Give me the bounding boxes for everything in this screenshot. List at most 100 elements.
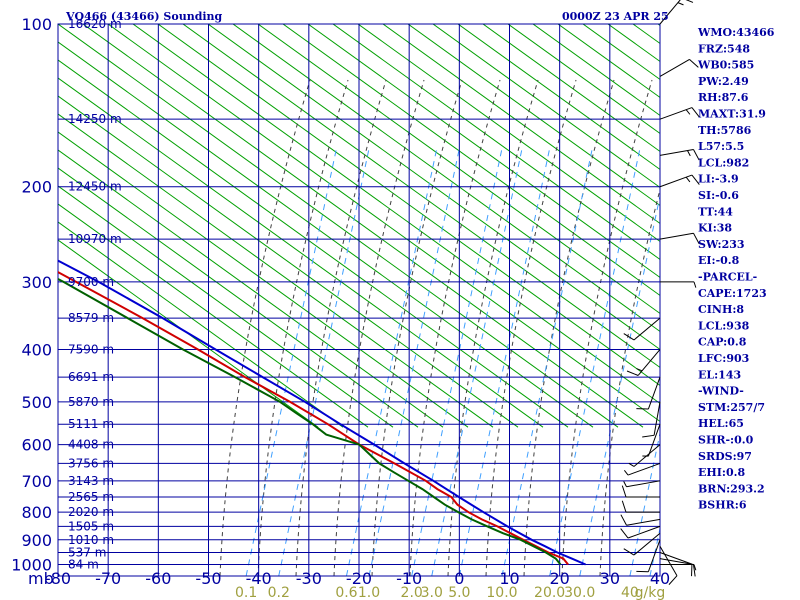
dry-adiabat-line	[58, 77, 544, 428]
height-labels: 16620 m 14250 m 12450 m 10970 m 9700 m 8579 m…	[68, 17, 122, 572]
sounding-series	[58, 259, 586, 566]
pressure-tick-label: 1000	[11, 556, 52, 575]
plot-border	[57, 23, 661, 577]
height-label: 14250 m	[68, 112, 122, 126]
wind-barb	[642, 401, 661, 438]
wind-barb	[623, 462, 661, 476]
pressure-tick-label: 700	[21, 472, 52, 491]
sounding-index: CINH:8	[698, 303, 744, 316]
temperature-tick-label: 40	[650, 569, 670, 588]
temperature-tick-label: 30	[600, 569, 620, 588]
sounding-index: CAP:0.8	[698, 336, 747, 349]
wind-barb	[620, 514, 661, 526]
mixing-ratio-label: g/kg	[635, 585, 666, 600]
sounding-index: KI:38	[698, 222, 732, 235]
mixing-ratio-label: 0.6	[335, 585, 357, 600]
height-label: 6691 m	[68, 370, 114, 384]
wind-barb	[660, 281, 697, 288]
dry-adiabat-line	[58, 203, 369, 428]
dry-adiabat-line	[132, 24, 660, 405]
dry-adiabat-line	[457, 24, 660, 171]
parcel-profile	[58, 259, 586, 566]
moist-adiabat-line	[599, 187, 660, 576]
moist-adiabat-line	[371, 79, 463, 576]
sounding-index: SW:233	[698, 238, 745, 251]
sounding-index: MAXT:31.9	[698, 108, 766, 121]
dry-adiabat-line	[82, 24, 644, 428]
height-label: 16620 m	[68, 17, 122, 31]
dry-adiabat-line	[58, 149, 444, 428]
moist-adiabat-line	[447, 79, 539, 576]
height-label: 537 m	[68, 546, 106, 560]
sounding-index: RH:87.6	[698, 91, 749, 104]
pressure-tick-label: 600	[21, 436, 52, 455]
height-label: 12450 m	[68, 180, 122, 194]
moist-adiabat-line	[523, 79, 615, 576]
pressure-axis-labels: 100 200 300 400 500 600 700 800 900 1000	[11, 15, 52, 575]
mixing-ratio-label: 10.0	[486, 585, 517, 600]
mixing-ratio-label: 0.1	[235, 585, 257, 600]
moist-adiabat-line	[219, 79, 311, 576]
height-label: 1010 m	[68, 533, 114, 547]
sounding-index: PW:2.49	[698, 75, 749, 88]
sounding-index: -PARCEL-	[698, 271, 757, 284]
wind-barb	[660, 564, 697, 571]
wind-barb	[621, 485, 660, 498]
temperature-tick-label: -30	[296, 569, 322, 588]
sounding-index: WMO:43466	[697, 26, 775, 39]
moist-adiabat-line	[295, 79, 387, 576]
sounding-index: L57:5.5	[698, 140, 744, 153]
pressure-tick-label: 200	[21, 178, 52, 197]
sounding-index: CAPE:1723	[698, 287, 767, 300]
sounding-index: -WIND-	[698, 385, 744, 398]
moist-adiabat-line	[485, 79, 577, 576]
moist-adiabat-line	[561, 79, 653, 576]
dry-adiabat-line	[507, 24, 660, 135]
dry-adiabat-line	[357, 24, 660, 243]
sounding-index: SI:-0.6	[698, 189, 739, 202]
wind-barb	[636, 376, 661, 410]
wind-barb	[659, 58, 699, 77]
dry-adiabat-line	[758, 24, 800, 427]
pressure-tick-label: 500	[21, 393, 52, 412]
height-label: 2565 m	[68, 490, 114, 504]
mixing-ratio-label: 40	[621, 585, 639, 600]
wind-barb	[659, 558, 696, 577]
sounding-index: EL:143	[698, 368, 741, 381]
dry-adiabat-line	[58, 95, 519, 428]
height-label: 84 m	[68, 558, 99, 572]
dry-adiabat-line	[382, 24, 660, 225]
mixing-ratio-label: 1.0	[358, 585, 380, 600]
dry-adiabats	[58, 24, 800, 428]
temperature-tick-label: -60	[145, 569, 171, 588]
height-label: 5870 m	[68, 395, 114, 409]
height-label: 4408 m	[68, 438, 114, 452]
dry-adiabat-line	[307, 24, 660, 279]
sounding-index: BSHR:6	[698, 499, 747, 512]
dry-adiabat-line	[783, 24, 800, 427]
mixing-ratio-label: 5.0	[448, 585, 470, 600]
height-label: 8579 m	[68, 311, 114, 325]
wind-barb	[620, 525, 661, 539]
dry-adiabat-line	[257, 24, 660, 315]
dry-adiabat-line	[182, 24, 660, 369]
pressure-tick-label: 900	[21, 531, 52, 550]
wind-barbs	[620, 0, 700, 585]
wind-barb	[659, 232, 700, 245]
dry-adiabat-line	[58, 41, 594, 428]
sounding-index: LFC:903	[698, 352, 749, 365]
wind-barb	[659, 148, 700, 161]
dry-adiabat-line	[207, 24, 660, 351]
sounding-index: HEL:65	[698, 417, 744, 430]
dry-adiabat-line	[58, 59, 569, 428]
temperature-tick-label: 20	[549, 569, 569, 588]
dry-adiabat-line	[532, 24, 660, 117]
wind-barb	[659, 0, 694, 25]
sounding-index: SHR-:0.0	[698, 434, 754, 447]
height-label: 5111 m	[68, 417, 114, 431]
sounding-indices: WMO:43466 FRZ:548 WB0:585 PW:2.49 RH:87.6 MAX…	[697, 26, 775, 512]
sounding-index: EHI:0.8	[698, 466, 745, 479]
mixing-ratio-label: 2.0	[401, 585, 423, 600]
temperature-tick-label: -40	[246, 569, 272, 588]
